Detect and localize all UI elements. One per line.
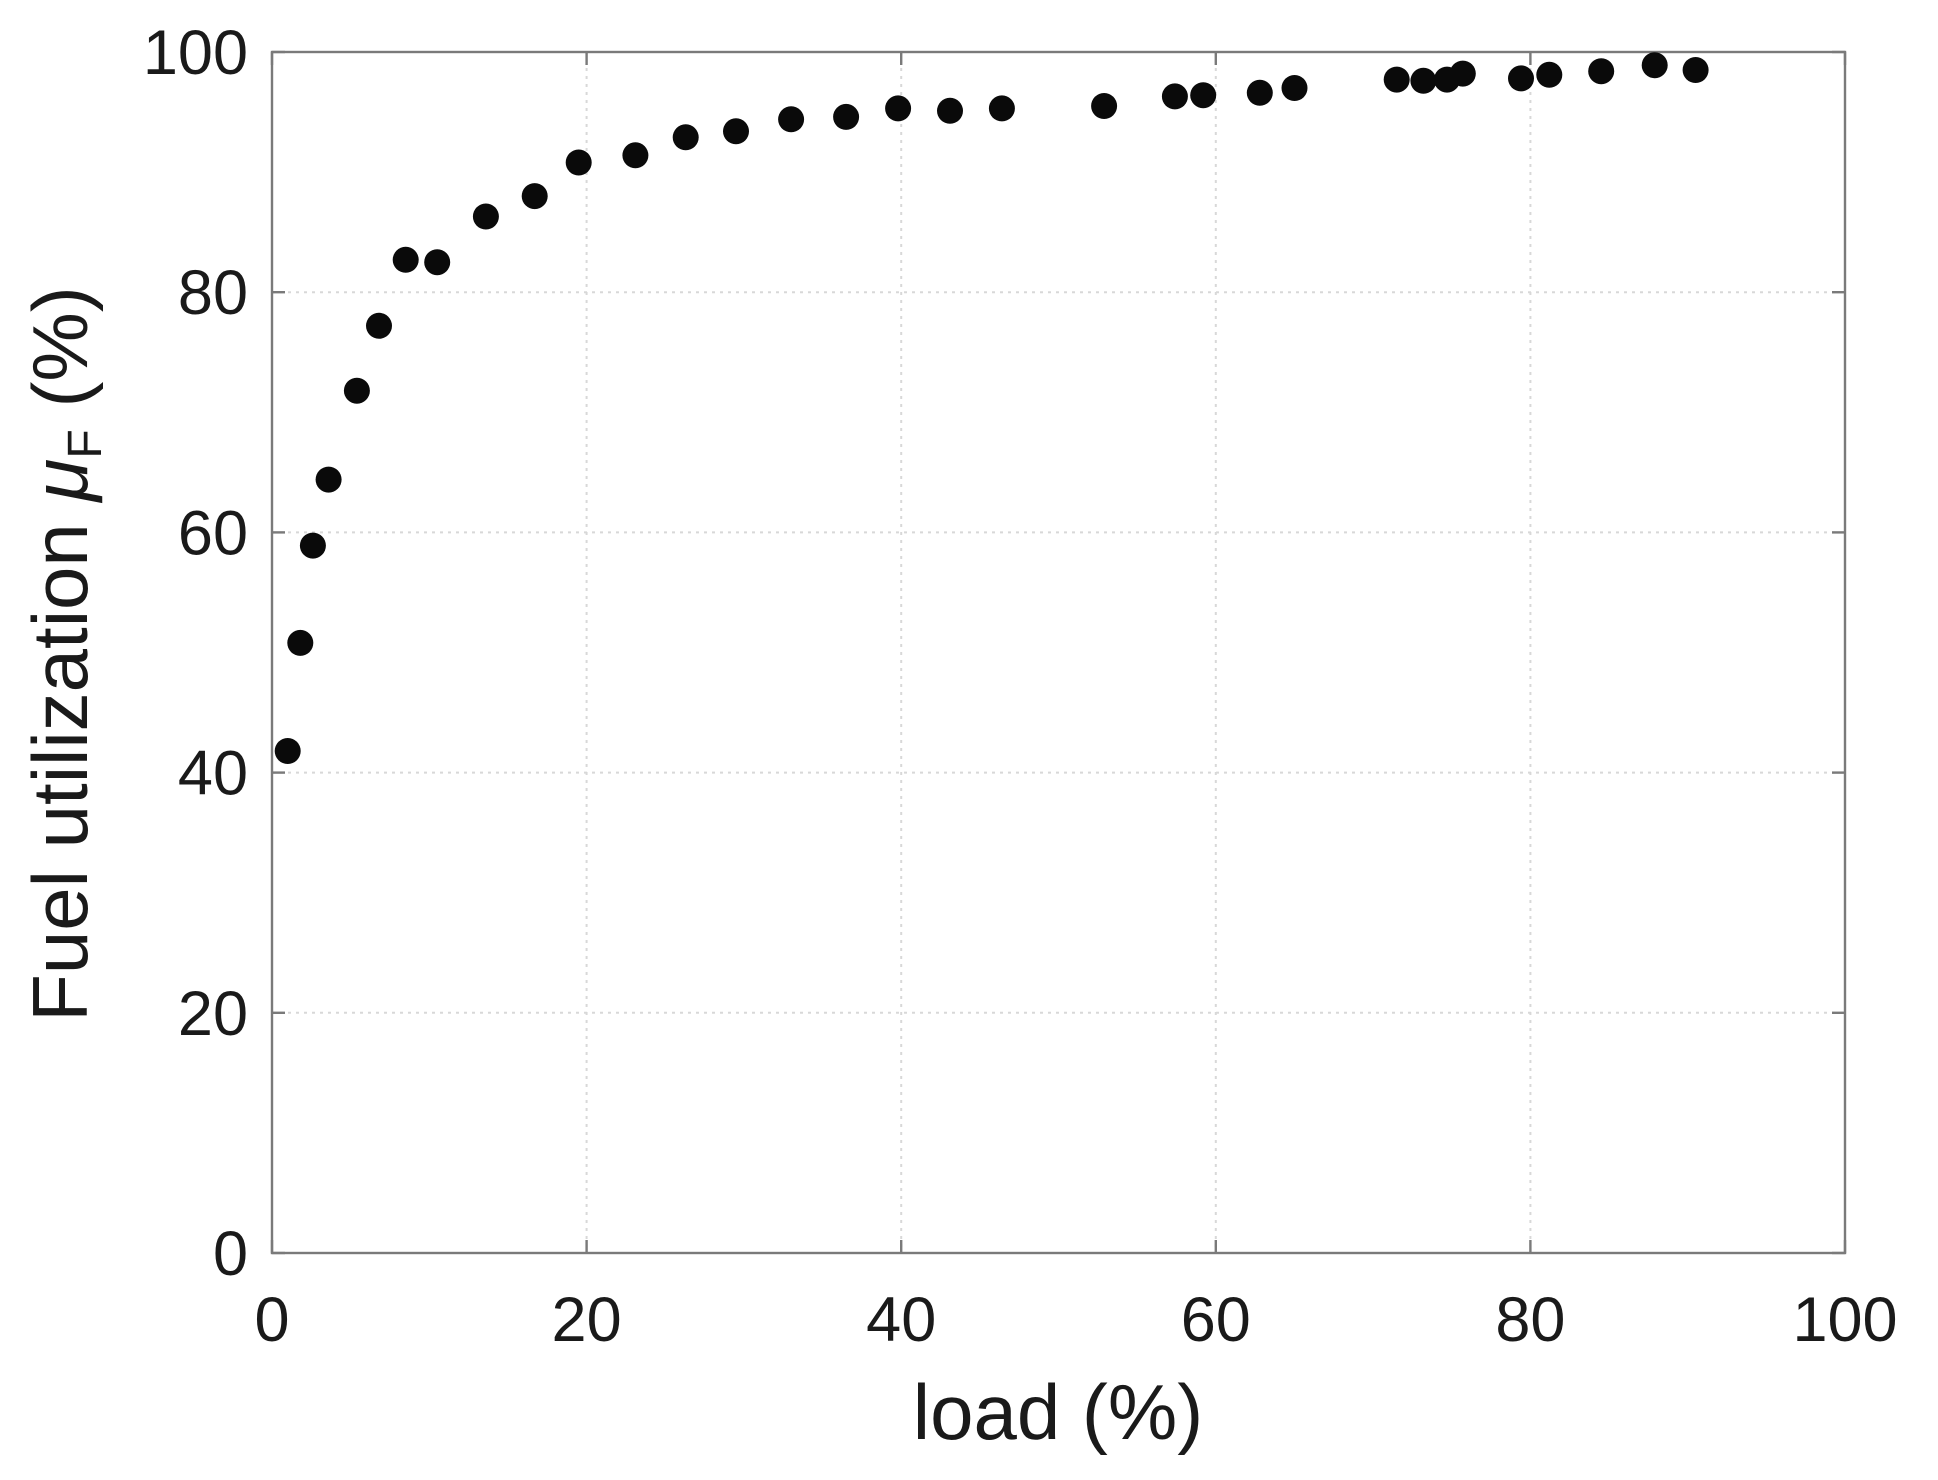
- data-point: [472, 203, 499, 230]
- data-point: [315, 466, 342, 493]
- y-tick-label: 40: [178, 739, 248, 809]
- data-point: [778, 106, 805, 133]
- data-point: [565, 149, 592, 176]
- data-point: [1410, 67, 1437, 94]
- data-point: [622, 142, 649, 169]
- data-point: [723, 118, 749, 145]
- data-point: [299, 532, 326, 559]
- data-point: [343, 377, 370, 404]
- data-point: [833, 103, 860, 130]
- x-tick-label: 20: [552, 1285, 622, 1355]
- data-point: [1190, 82, 1217, 109]
- y-axis-title-text: Fuel utilization: [16, 501, 104, 1022]
- data-point: [885, 95, 912, 122]
- y-tick-label: 0: [213, 1219, 248, 1289]
- data-point: [1588, 58, 1615, 85]
- data-point: [1091, 93, 1118, 119]
- x-tick-label: 0: [254, 1285, 289, 1355]
- data-point: [1508, 65, 1534, 92]
- data-point: [1536, 61, 1563, 88]
- data-point: [1246, 79, 1273, 106]
- data-point: [1161, 83, 1188, 110]
- y-axis-title: Fuel utilization μF (%): [16, 286, 112, 1022]
- data-point: [1641, 52, 1668, 79]
- mu-subscript: F: [57, 429, 112, 459]
- x-tick-label: 60: [1181, 1285, 1251, 1355]
- y-tick-label: 100: [143, 18, 248, 88]
- y-tick-label: 20: [178, 979, 248, 1049]
- data-point: [1449, 60, 1476, 87]
- data-point: [672, 124, 699, 151]
- y-axis-title-units: (%): [16, 286, 104, 430]
- plot-box: [270, 50, 1847, 1255]
- data-point: [1383, 66, 1410, 93]
- data-point: [1682, 57, 1709, 83]
- data-point: [366, 312, 392, 339]
- data-point: [937, 97, 963, 124]
- y-tick-label: 60: [178, 498, 248, 568]
- data-point: [424, 249, 451, 276]
- x-tick-label: 40: [866, 1285, 936, 1355]
- x-axis-title: load (%): [912, 1368, 1204, 1456]
- mu-symbol: μ: [16, 458, 104, 502]
- data-point: [287, 629, 314, 656]
- data-point: [274, 738, 301, 764]
- data-point: [988, 95, 1015, 122]
- x-tick-label: 80: [1495, 1285, 1565, 1355]
- data-point: [1281, 75, 1308, 101]
- data-point: [392, 246, 419, 273]
- x-tick-label: 100: [1792, 1285, 1897, 1355]
- y-tick-label: 80: [178, 258, 248, 328]
- data-point: [521, 183, 548, 210]
